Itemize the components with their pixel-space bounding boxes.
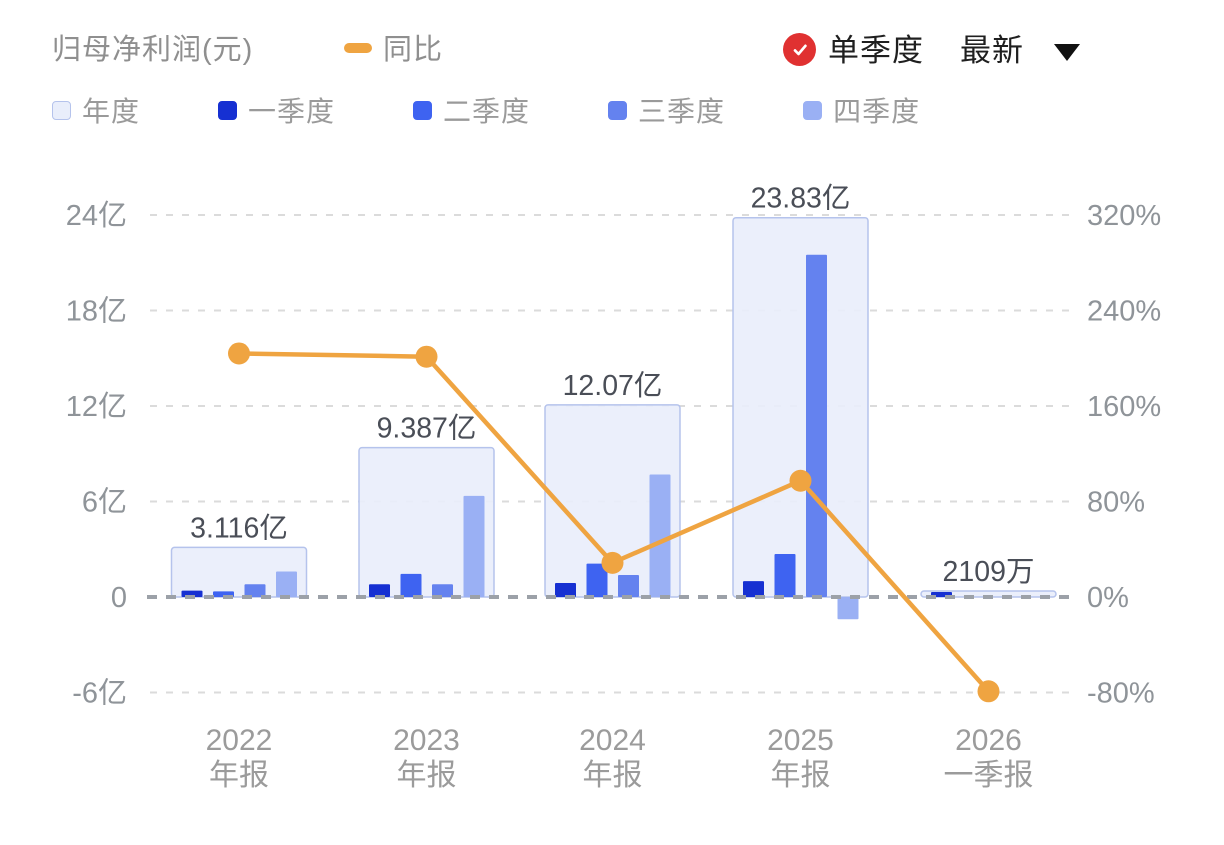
category-label-year: 2025	[767, 724, 834, 757]
annual-bar	[170, 546, 308, 598]
q1-bar	[369, 584, 390, 597]
yoy-point	[415, 345, 438, 368]
yoy-point	[977, 680, 1000, 703]
right-axis-tick-label: 80%	[1087, 486, 1145, 518]
legend-item-q4-label: 四季度	[833, 96, 921, 127]
q4-bar	[276, 571, 297, 597]
left-axis-tick-label: 24亿	[66, 199, 127, 232]
left-axis-tick-label: 12亿	[66, 390, 127, 423]
left-axis-tick-label: 0	[111, 582, 127, 614]
checkmark-icon	[793, 44, 807, 55]
legend-item-q2-swatch	[413, 100, 433, 120]
bar-legend-row: 年度 一季度 二季度 三季度 四季度	[52, 90, 920, 130]
category-label-period: 年报	[209, 759, 269, 792]
category-label-year: 2024	[579, 724, 646, 757]
annual-value-label: 2109万	[943, 556, 1035, 588]
legend-item-q1-swatch	[218, 100, 238, 120]
left-axis-tick-label: 18亿	[66, 294, 127, 327]
legend-item-q1[interactable]: 一季度	[218, 90, 335, 130]
caret-down-icon[interactable]	[1054, 44, 1080, 61]
yoy-line-legend-swatch	[344, 43, 372, 53]
mode-toggle-label[interactable]: 单季度	[828, 33, 924, 68]
legend-item-q3-label: 三季度	[638, 96, 726, 127]
category-label-period: 年报	[583, 759, 643, 792]
chart-title: 归母净利润(元)	[52, 34, 254, 66]
right-axis-tick-label: 160%	[1087, 391, 1161, 423]
yoy-point	[789, 469, 812, 492]
annual-value-label: 23.83亿	[751, 183, 851, 215]
q1-bar	[743, 581, 764, 597]
chart-header: 归母净利润(元) 同比 单季度 最新	[0, 0, 1224, 140]
q3-bar	[244, 584, 266, 597]
right-axis-tick-label: 0%	[1087, 582, 1129, 614]
legend-item-annual[interactable]: 年度	[52, 90, 140, 130]
legend-item-q2[interactable]: 二季度	[413, 90, 530, 130]
right-axis-tick-label: 320%	[1087, 200, 1161, 232]
check-circle-icon[interactable]	[783, 33, 816, 66]
annual-value-label: 9.387亿	[377, 413, 477, 445]
left-axis-tick-label: -6亿	[72, 677, 127, 710]
q1-bar	[555, 582, 576, 597]
legend-item-q4[interactable]: 四季度	[803, 90, 920, 130]
left-axis-tick-label: 6亿	[82, 485, 127, 518]
q2-bar	[400, 573, 422, 597]
q4-bar	[649, 474, 671, 597]
q2-bar	[774, 554, 796, 597]
annual-value-label: 3.116亿	[190, 512, 288, 544]
legend-item-annual-swatch	[52, 100, 71, 120]
annual-bar	[358, 446, 495, 598]
legend-item-annual-label: 年度	[82, 96, 141, 127]
yoy-line-legend-label: 同比	[383, 34, 444, 66]
category-label-period: 一季报	[944, 759, 1034, 792]
q4-bar	[837, 597, 859, 620]
legend-item-q3[interactable]: 三季度	[608, 90, 725, 130]
q3-bar	[432, 584, 453, 597]
category-label-year: 2026	[955, 724, 1022, 757]
annual-value-label: 12.07亿	[563, 370, 663, 402]
legend-item-q2-label: 二季度	[443, 96, 531, 127]
right-axis-tick-label: 240%	[1087, 295, 1161, 327]
period-select-label[interactable]: 最新	[960, 33, 1024, 68]
category-label-year: 2022	[206, 724, 273, 757]
category-label-year: 2023	[393, 724, 460, 757]
yoy-point	[228, 342, 250, 365]
q4-bar	[463, 495, 485, 597]
q3-bar	[806, 254, 827, 597]
legend-item-q4-swatch	[803, 100, 823, 120]
legend-item-q1-label: 一季度	[248, 96, 336, 127]
yoy-point	[601, 551, 624, 574]
right-axis-tick-label: -80%	[1087, 678, 1155, 710]
category-label-period: 年报	[397, 759, 457, 792]
q2-bar	[586, 563, 608, 597]
legend-item-q3-swatch	[608, 100, 628, 120]
category-label-period: 年报	[771, 759, 831, 792]
q3-bar	[618, 575, 639, 597]
annual-bar	[732, 216, 869, 598]
